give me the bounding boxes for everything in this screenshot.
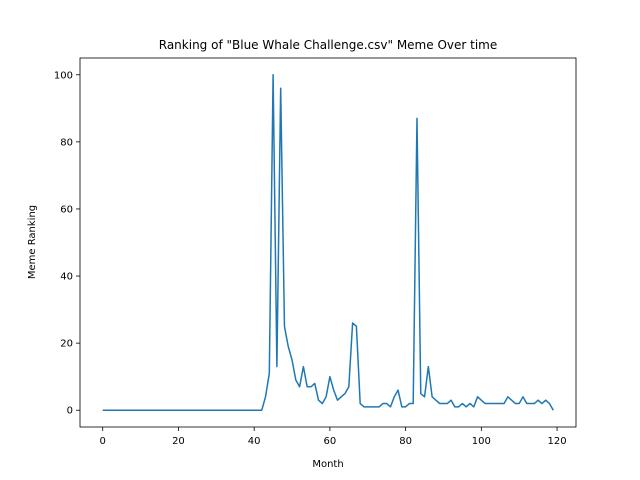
x-tick-label: 60 [324, 436, 337, 447]
series-line-0 [102, 74, 554, 411]
x-tick-label: 80 [399, 436, 412, 447]
y-tick-label: 80 [60, 137, 73, 148]
y-tick-label: 60 [60, 204, 73, 215]
x-tick-label: 100 [472, 436, 491, 447]
x-tick-label: 20 [172, 436, 185, 447]
x-tick-label: 0 [100, 436, 106, 447]
y-tick-label: 40 [60, 272, 73, 283]
axes-frame [79, 57, 577, 428]
plot-area [102, 74, 554, 411]
y-axis: 0 20 40 60 80 100 [54, 70, 80, 417]
x-tick-label: 120 [548, 436, 567, 447]
y-tick-label: 100 [54, 70, 73, 81]
x-axis-label: Month [312, 459, 343, 470]
x-tick-label: 40 [248, 436, 261, 447]
y-tick-label: 20 [60, 339, 73, 350]
y-axis-label: Meme Ranking [27, 205, 38, 279]
chart-title: Ranking of "Blue Whale Challenge.csv" Me… [159, 38, 497, 52]
x-axis: 0 20 40 60 80 100 120 [100, 427, 567, 447]
y-tick-label: 0 [67, 406, 73, 417]
